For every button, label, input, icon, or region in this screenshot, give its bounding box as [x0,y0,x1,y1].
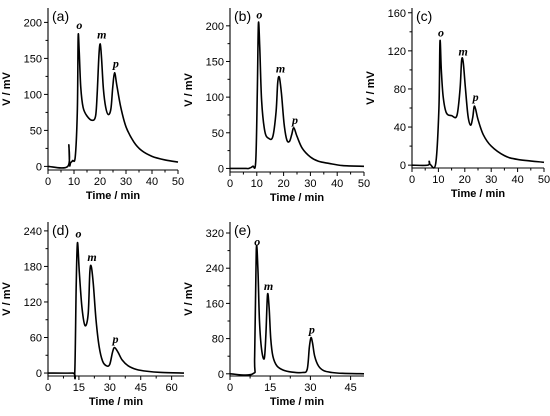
y-tick-label: 320 [206,228,224,240]
x-tick-label: 0 [227,178,233,190]
x-tick-label: 30 [304,178,316,190]
x-tick-label: 10 [432,174,444,186]
peak-label-o: o [76,18,82,32]
peak-label-p: p [472,90,479,104]
y-tick-label: 0 [400,160,406,172]
peak-label-o: o [438,25,444,39]
panel-label: (b) [234,8,251,24]
peak-label-m: m [264,279,273,293]
y-tick-label: 240 [24,226,42,238]
y-tick-label: 120 [24,297,42,309]
x-tick-label: 50 [172,176,184,188]
x-tick-label: 30 [120,176,132,188]
x-tick-label: 0 [45,176,51,188]
panel-label: (e) [234,222,251,238]
x-tick-label: 60 [166,382,178,394]
peak-label-m: m [87,250,96,264]
panel-label: (d) [52,222,69,238]
panel-e: 0 15 30 45 0 80 160 240 320 Time / min V / mV (e)o m… [183,222,365,408]
chromatogram-trace [411,39,545,169]
y-tick-label: 150 [24,53,42,65]
y-tick-label: 100 [24,89,42,101]
axis-frame [411,8,544,169]
panel-label: (c) [416,8,432,24]
y-tick-label: 50 [30,125,42,137]
x-tick-label: 10 [68,176,80,188]
x-tick-label: 45 [135,382,147,394]
peak-label-p: p [112,56,119,70]
panel-a: 0 10 20 30 40 50 0 50 100 150 200 Time / min V / mV (… [1,8,184,202]
y-tick-label: 160 [206,298,224,310]
axis-frame [229,222,364,377]
x-tick-label: 30 [104,382,116,394]
x-tick-label: 50 [358,178,370,190]
y-axis-title: V / mV [183,282,195,316]
x-tick-label: 15 [73,382,85,394]
peak-label-m: m [276,61,285,75]
axis-frame [229,8,364,173]
panel-c: 0 10 20 30 40 50 0 40 80 120 160 Time / min V / mV (c… [365,8,550,200]
x-axis-title: Time / min [270,396,324,408]
y-tick-label: 40 [394,122,406,134]
y-tick-label: 0 [218,163,224,175]
x-tick-label: 50 [538,174,550,186]
chromatogram-trace [229,244,365,376]
y-axis-title: V / mV [183,73,195,107]
y-tick-label: 60 [30,333,42,345]
y-tick-label: 100 [206,92,224,104]
x-tick-label: 20 [277,178,289,190]
x-axis-title: Time / min [89,396,143,408]
panel-d: 0 15 30 45 60 0 60 120 180 240 Time / min V / mV (d)… [1,222,185,408]
x-axis-title: Time / min [86,190,140,202]
panel-b: 0 10 20 30 40 50 0 50 100 150 200 Time / min V / mV (… [183,7,370,204]
y-tick-label: 0 [36,368,42,380]
y-tick-label: 180 [24,261,42,273]
peak-label-o: o [256,7,262,21]
y-tick-label: 160 [388,8,406,20]
peak-label-m: m [458,44,467,58]
x-tick-label: 30 [485,174,497,186]
x-tick-label: 45 [344,382,356,394]
y-tick-label: 0 [36,161,42,173]
y-tick-label: 200 [206,21,224,33]
x-axis-title: Time / min [451,188,505,200]
x-tick-label: 30 [304,382,316,394]
peak-label-o: o [75,227,81,241]
peak-label-p: p [291,113,298,127]
x-axis-title: Time / min [270,192,324,204]
x-tick-label: 20 [94,176,106,188]
x-tick-label: 0 [409,174,415,186]
y-tick-label: 240 [206,263,224,275]
chromatogram-trace [47,33,179,169]
y-tick-label: 50 [212,128,224,140]
y-tick-label: 80 [394,84,406,96]
peak-label-o: o [254,235,260,249]
x-tick-label: 40 [511,174,523,186]
peak-label-p: p [112,332,119,346]
chromatogram-trace [47,241,185,380]
x-tick-label: 0 [45,382,51,394]
y-axis-title: V / mV [365,71,377,105]
x-tick-label: 0 [227,382,233,394]
x-tick-label: 40 [331,178,343,190]
y-tick-label: 200 [24,17,42,29]
y-tick-label: 150 [206,56,224,68]
y-axis-title: V / mV [1,282,13,316]
y-tick-label: 120 [388,46,406,58]
panel-label: (a) [52,8,69,24]
x-tick-label: 15 [264,382,276,394]
peak-label-m: m [97,28,106,42]
y-axis-title: V / mV [1,72,13,106]
axis-frame [47,222,184,377]
x-tick-label: 40 [146,176,158,188]
chromatogram-trace [230,21,365,170]
y-tick-label: 0 [218,369,224,381]
peak-label-p: p [308,322,315,336]
y-tick-label: 80 [212,334,224,346]
x-tick-label: 10 [251,178,263,190]
x-tick-label: 20 [459,174,471,186]
